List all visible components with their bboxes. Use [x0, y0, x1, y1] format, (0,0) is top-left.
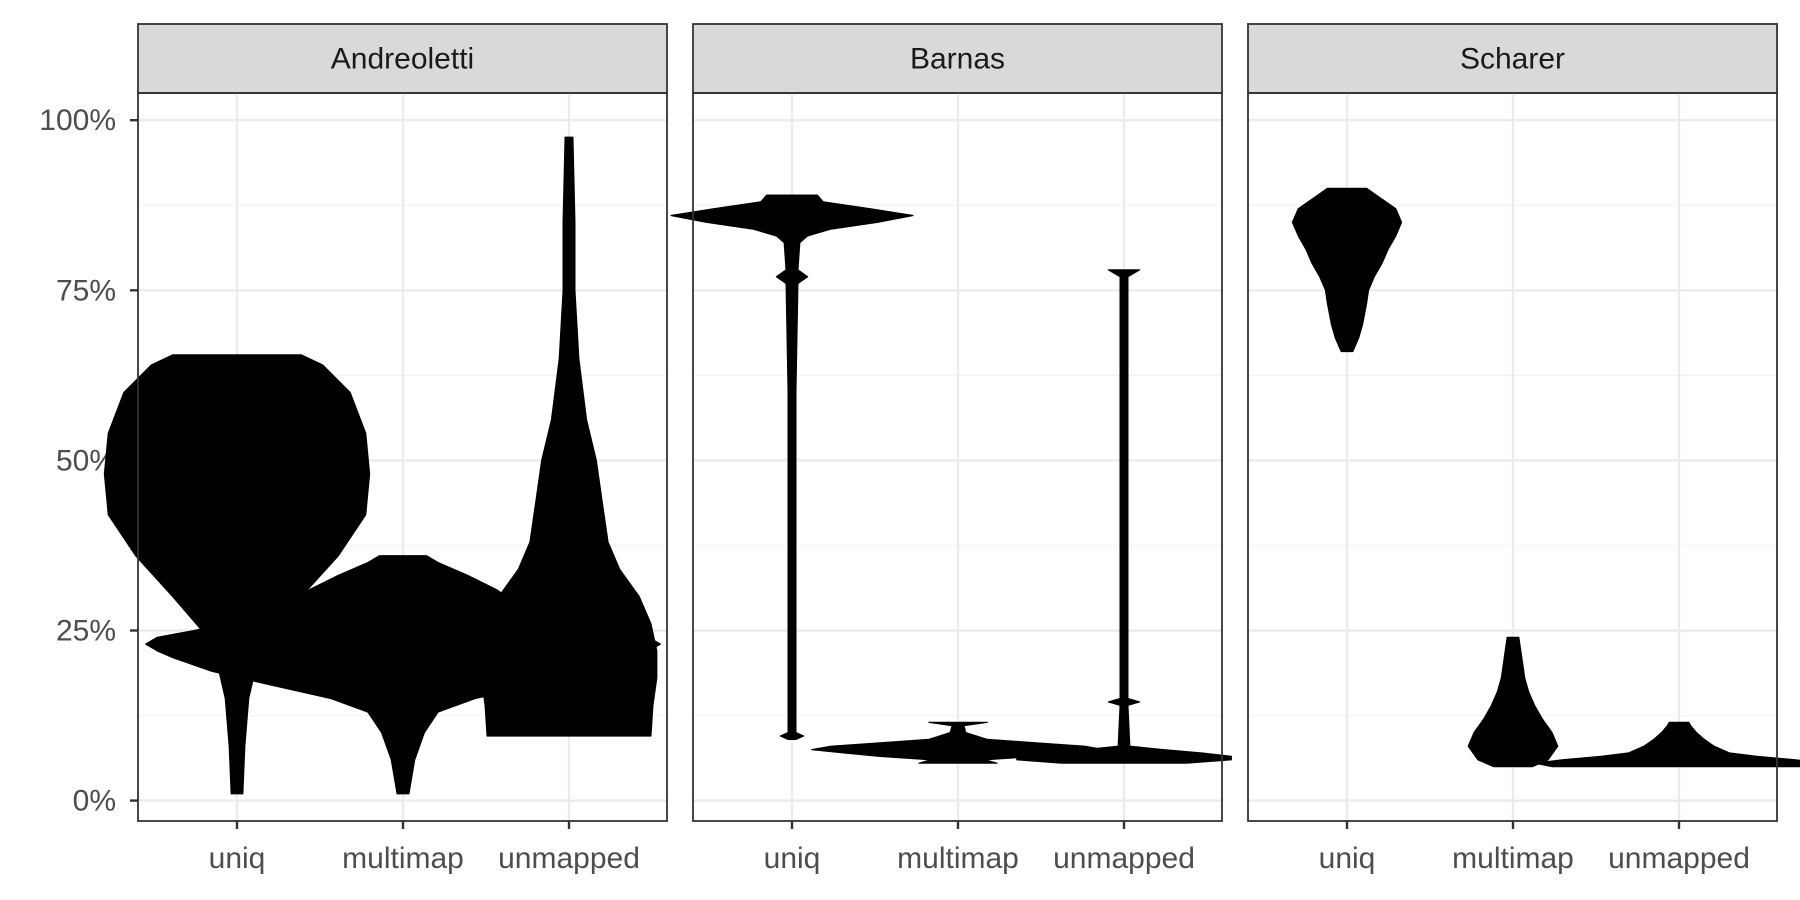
x-tick-label: multimap — [342, 842, 464, 875]
y-tick-label: 75% — [56, 274, 116, 307]
violin-scharer-multimap — [1467, 636, 1559, 768]
violin-barnas-unmapped — [1016, 269, 1232, 764]
x-tick-label: uniq — [209, 842, 266, 875]
x-tick-label: multimap — [1452, 842, 1574, 875]
violin-scharer-uniq — [1291, 187, 1403, 353]
facet-strip-label: Barnas — [910, 43, 1005, 76]
facet-panel-andreoletti: Andreoletti uniq multimap unmapped — [103, 23, 668, 875]
facet-strip — [137, 23, 668, 94]
facet-panel-scharer: Scharer uniq multimap unmapped — [1247, 23, 1800, 875]
x-tick-label: uniq — [1319, 842, 1376, 875]
x-tick-label: multimap — [897, 842, 1019, 875]
facet-panel-barnas: Barnas uniq multimap unmapped — [670, 23, 1232, 875]
facet-strip-label: Andreoletti — [331, 43, 474, 76]
x-tick-label: unmapped — [1053, 842, 1195, 875]
facet-panels: Andreoletti uniq multimap unmapped Barnas uni… — [103, 23, 1800, 875]
y-tick-label: 0% — [73, 785, 116, 818]
facet-strip-label: Scharer — [1460, 43, 1565, 76]
facet-strip — [1247, 23, 1778, 94]
y-tick-label: 100% — [39, 104, 116, 137]
x-tick-label: uniq — [764, 842, 821, 875]
x-tick-label: unmapped — [498, 842, 640, 875]
y-axis: 0%25%50%75%100% — [39, 104, 138, 818]
x-tick-label: unmapped — [1608, 842, 1750, 875]
violin-barnas-uniq — [670, 194, 914, 740]
violin-andreoletti-uniq — [103, 354, 371, 795]
violin-andreoletti-unmapped — [480, 136, 658, 737]
y-tick-label: 25% — [56, 614, 116, 647]
violin-scharer-unmapped — [1534, 721, 1800, 768]
